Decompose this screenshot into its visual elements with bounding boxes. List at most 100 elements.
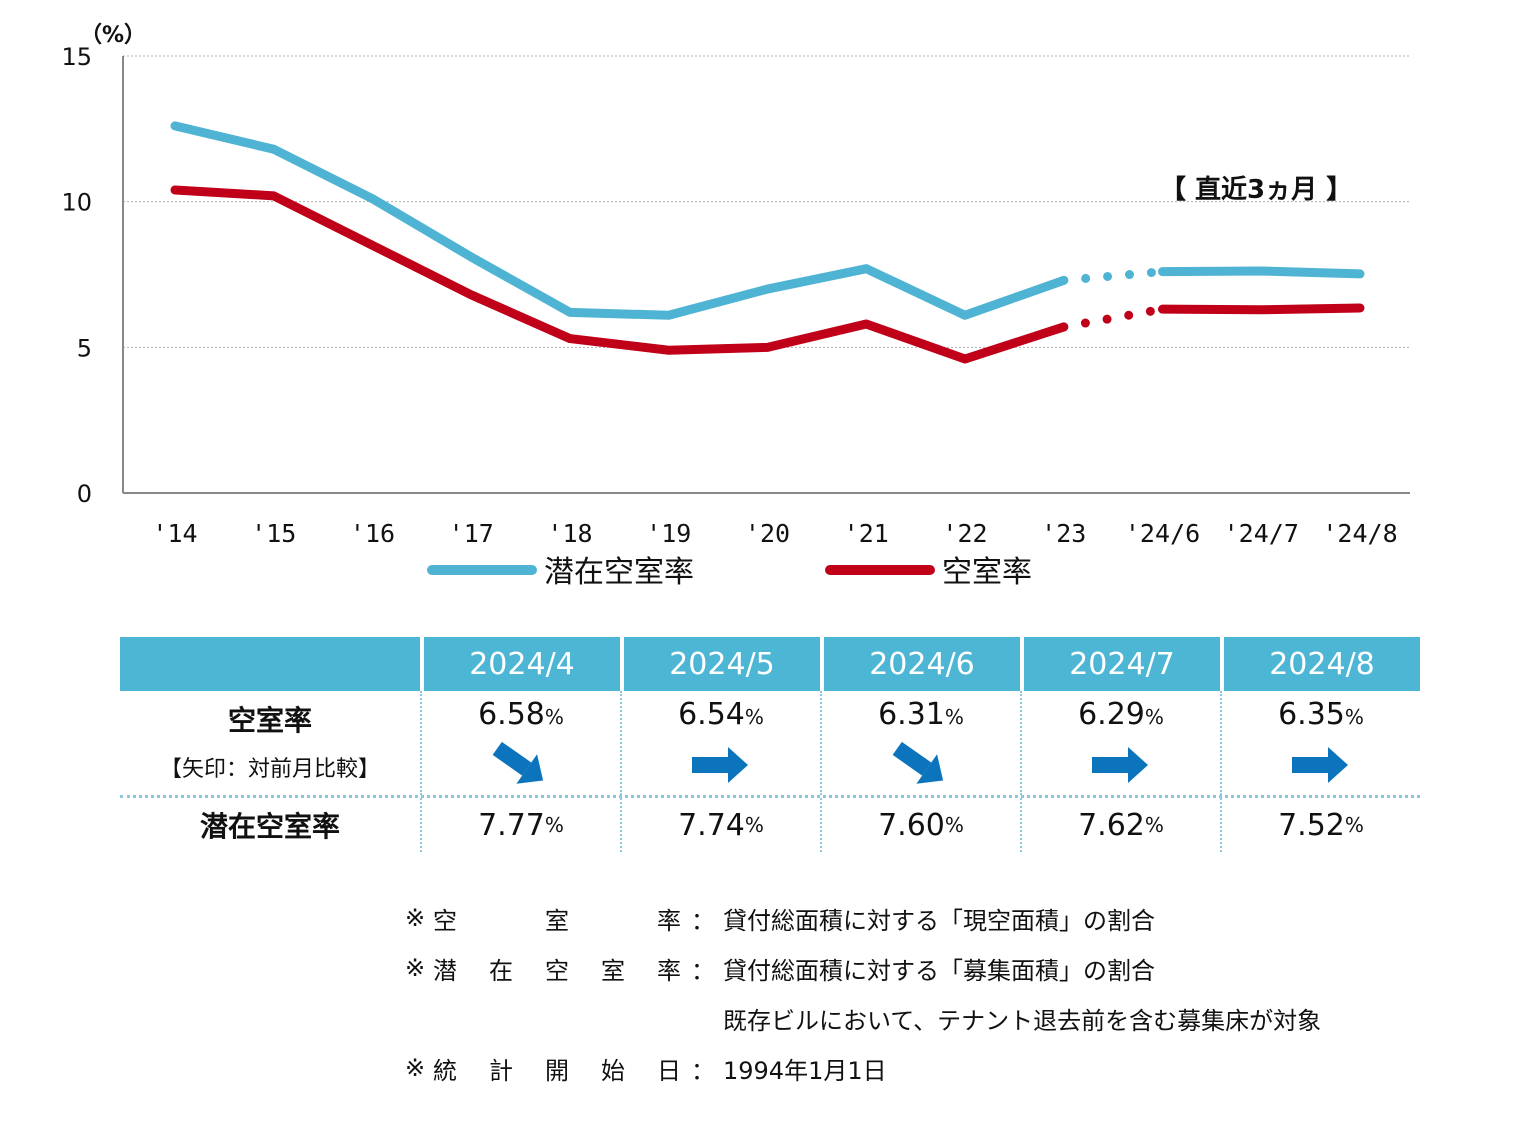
note-vacancy: ※ 空 室 率 ： 貸付総面積に対する「現空面積」の割合 [405, 893, 1321, 943]
vacancy-cell: 6.31% [820, 691, 1020, 795]
note-desc: 1994年1月1日 [723, 1056, 887, 1085]
note-extra: 既存ビルにおいて、テナント退去前を含む募集床が対象 [723, 1006, 1322, 1035]
y-tick-label: 0 [77, 480, 92, 508]
vacancy-value: 6.58 [478, 697, 545, 732]
percent-sign: % [544, 813, 564, 837]
percent-sign: % [544, 705, 564, 729]
note-term-char: 統 [433, 1056, 457, 1085]
percent-sign: % [1144, 813, 1164, 837]
header-month: 2024/4 [420, 637, 620, 691]
arrow-down-icon [492, 741, 544, 784]
vacancy-row: 空室率 【矢印：対前月比較】 6.58% 6.54% 6.31% 6.29% 6… [120, 691, 1420, 798]
potential-value: 7.74 [678, 807, 745, 843]
potential-cell: 7.62% [1020, 798, 1220, 852]
header-month: 2024/6 [820, 637, 1020, 691]
potential-value: 7.77 [478, 807, 545, 843]
x-tick-label: '18 [547, 519, 592, 548]
potential-cell: 7.74% [620, 798, 820, 852]
potential-row: 潜在空室率 7.77% 7.74% 7.60% 7.62% 7.52% [120, 798, 1420, 852]
note-term: 空 室 率 [433, 901, 691, 936]
note-colon: ： [691, 956, 715, 985]
x-tick-label: '23 [1041, 519, 1086, 548]
arrow-right-icon [1292, 747, 1348, 783]
legend: 潜在空室率 空室率 [427, 555, 1032, 590]
chart-grid [123, 55, 1410, 348]
vacancy-cell: 6.58% [420, 691, 620, 795]
table-header-row: 2024/4 2024/5 2024/6 2024/7 2024/8 [120, 637, 1420, 691]
note-mark: ※ [405, 1054, 426, 1082]
percent-sign: % [944, 813, 964, 837]
percent-sign: % [744, 705, 764, 729]
x-tick-label: '24/7 [1224, 519, 1299, 548]
potential-cell: 7.77% [420, 798, 620, 852]
note-term-char: 計 [489, 1056, 513, 1085]
y-tick-label: 10 [61, 189, 92, 217]
note-start-date: ※ 統 計 開 始 日 ： 1994年1月1日 [405, 1043, 1321, 1093]
note-term-char: 空 [545, 956, 569, 985]
note-term: 統 計 開 始 日 [433, 1051, 691, 1086]
vacancy-value: 6.54 [678, 697, 745, 732]
potential-label: 潜在空室率 [199, 810, 340, 843]
potential-value: 7.60 [878, 807, 945, 843]
x-tick-label: '21 [844, 519, 889, 548]
series-line [170, 121, 1069, 320]
x-tick-label: '22 [942, 519, 987, 548]
percent-sign: % [1144, 705, 1164, 729]
x-tick-label: '20 [745, 519, 790, 548]
potential-row-label: 潜在空室率 [120, 798, 420, 852]
header-month: 2024/7 [1020, 637, 1220, 691]
series-lines [170, 121, 1365, 364]
vacancy-sublabel: 【矢印：対前月比較】 [159, 757, 380, 782]
note-term-char: 室 [545, 906, 569, 935]
note-term-char: 潜 [433, 956, 457, 985]
x-tick-labels: '14 '15 '16 '17 '18 '19 '20 '21 '22 '23 '24/6 '24/7… [152, 519, 1397, 548]
note-mark: ※ [405, 954, 426, 982]
note-term-char: 率 [657, 956, 681, 985]
arrow-right-icon [692, 747, 748, 783]
y-unit-label: （%） [80, 23, 146, 48]
potential-value: 7.52 [1278, 807, 1345, 843]
vacancy-value: 6.35 [1278, 697, 1345, 732]
note-term-char: 率 [657, 906, 681, 935]
note-colon: ： [691, 906, 715, 935]
vacancy-cell: 6.29% [1020, 691, 1220, 795]
note-term-char: 日 [657, 1056, 681, 1085]
x-tick-label: '15 [251, 519, 296, 548]
vacancy-value: 6.31 [878, 697, 945, 732]
note-term-char: 空 [433, 906, 457, 935]
note-term: 潜 在 空 室 率 [433, 951, 691, 986]
x-tick-label: '24/8 [1322, 519, 1397, 548]
y-tick-label: 15 [61, 43, 92, 71]
percent-sign: % [1344, 813, 1364, 837]
vacancy-cell: 6.35% [1220, 691, 1420, 795]
potential-cell: 7.52% [1220, 798, 1420, 852]
header-empty-cell [120, 637, 420, 691]
note-term-char: 室 [601, 956, 625, 985]
percent-sign: % [944, 705, 964, 729]
percent-sign: % [1344, 705, 1364, 729]
vacancy-table: 2024/4 2024/5 2024/6 2024/7 2024/8 空室率 【… [120, 637, 1420, 852]
vacancy-value: 6.29 [1078, 697, 1145, 732]
line-chart: （%） 0 5 10 15 '14 '15 '16 '17 '18 '19 '20 '21 '22 '2… [61, 23, 1410, 590]
vacancy-cell: 6.54% [620, 691, 820, 795]
vacancy-label: 空室率 [227, 704, 312, 737]
note-term-char: 始 [601, 1056, 625, 1085]
note-term-char: 開 [545, 1056, 569, 1085]
percent-sign: % [744, 813, 764, 837]
potential-value: 7.62 [1078, 807, 1145, 843]
x-tick-label: '19 [646, 519, 691, 548]
potential-cell: 7.60% [820, 798, 1020, 852]
series-connector-dotted [1059, 267, 1167, 285]
note-desc: 貸付総面積に対する「募集面積」の割合 [723, 956, 1155, 985]
x-tick-label: '16 [350, 519, 395, 548]
legend-label-vacancy: 空室率 [942, 555, 1032, 590]
x-tick-label: '14 [152, 519, 197, 548]
recent-months-annotation: 【 直近3ヵ月 】 [1160, 175, 1352, 205]
series-line-recent [1158, 303, 1365, 315]
series-line [170, 185, 1069, 364]
note-colon: ： [691, 1056, 715, 1085]
note-term-char: 在 [489, 956, 513, 985]
y-tick-label: 5 [77, 334, 92, 362]
note-mark: ※ [405, 904, 426, 932]
y-tick-labels: 0 5 10 15 [61, 43, 92, 508]
